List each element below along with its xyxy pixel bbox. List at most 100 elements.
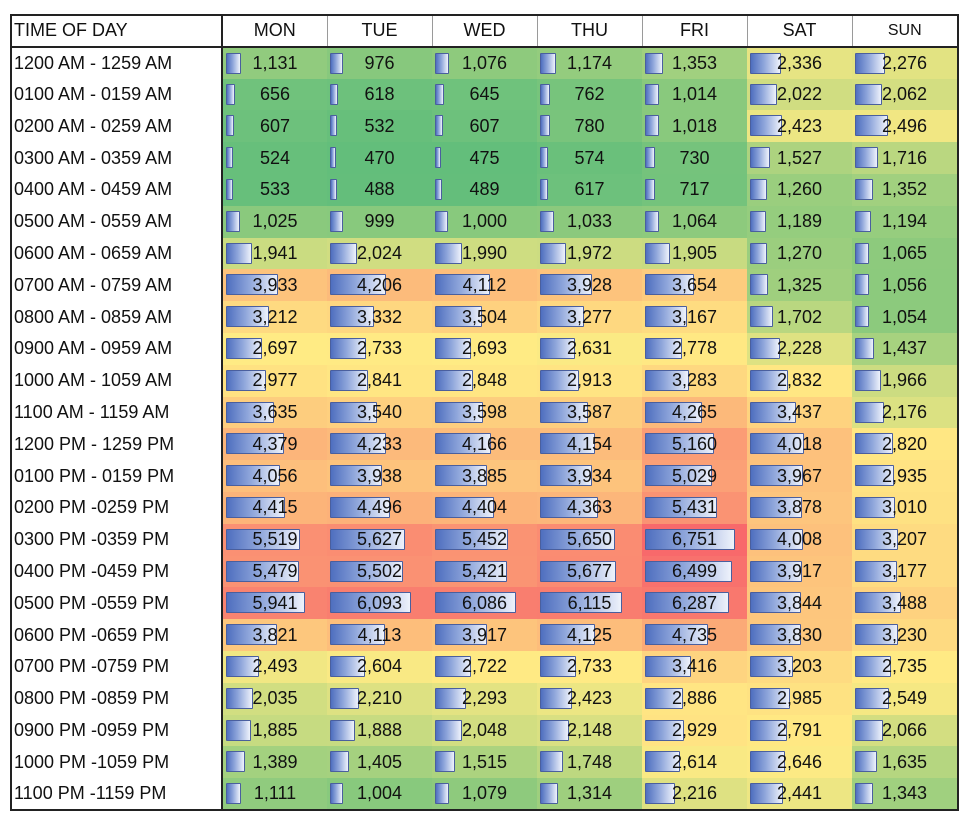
data-bar [645, 337, 682, 359]
time-slot-label: 0300 PM -0359 PM [11, 523, 223, 556]
data-bar [855, 719, 883, 741]
heatmap-cell-tue: 3,938 [327, 460, 432, 492]
data-bar [435, 465, 487, 487]
heatmap-cell-tue: 470 [327, 142, 432, 174]
data-bar [226, 655, 259, 677]
cell-value: 1,888 [356, 719, 403, 740]
heatmap-cell-thu: 2,733 [537, 650, 642, 683]
heatmap-cell-thu: 4,125 [537, 619, 642, 651]
heatmap-cell-thu: 780 [537, 110, 642, 143]
data-bar [750, 306, 773, 328]
data-bar [330, 433, 386, 455]
cell-value: 1,111 [253, 783, 297, 804]
data-bar [435, 83, 444, 105]
data-bar [330, 115, 337, 137]
cell-value: 2,210 [356, 688, 403, 709]
data-bar [645, 242, 670, 264]
data-bar [645, 433, 714, 455]
cell-value: 1,064 [671, 211, 718, 232]
heatmap-cell-mon: 656 [222, 78, 327, 111]
cell-value: 1,189 [776, 211, 823, 232]
data-bar [855, 401, 884, 423]
cell-value: 2,176 [881, 401, 928, 422]
heatmap-cell-sun: 2,735 [852, 650, 958, 683]
heatmap-cell-tue: 6,093 [327, 587, 432, 620]
day-header-fri: FRI [642, 15, 748, 48]
cell-value: 1,079 [461, 783, 508, 804]
table-row: 1100 PM -1159 PM 1,111 1,004 1,079 1,314 2,21… [11, 778, 958, 810]
cell-value: 2,604 [356, 656, 403, 677]
time-slot-label: 1000 AM - 1059 AM [11, 364, 223, 397]
heatmap-cell-sat: 4,018 [747, 428, 852, 461]
heatmap-cell-fri: 1,014 [642, 78, 747, 111]
data-bar [435, 433, 491, 455]
cell-value: 4,379 [252, 433, 298, 454]
day-header-thu: THU [537, 15, 643, 48]
heatmap-cell-sat: 1,702 [747, 301, 852, 333]
heatmap-cell-tue: 488 [327, 173, 432, 206]
heatmap-cell-wed: 2,293 [432, 682, 537, 715]
cell-value: 3,230 [881, 624, 928, 645]
heatmap-cell-sat: 3,878 [747, 491, 852, 524]
data-bar [330, 465, 382, 487]
cell-value: 2,293 [461, 688, 508, 709]
heatmap-cell-mon: 533 [222, 173, 327, 206]
data-bar [435, 751, 455, 773]
time-slot-label: 0200 AM - 0259 AM [11, 110, 223, 143]
cell-value: 2,496 [881, 115, 928, 136]
heatmap-cell-tue: 1,405 [327, 746, 432, 779]
time-slot-label: 0500 AM - 0559 AM [11, 205, 223, 238]
heatmap-cell-fri: 4,265 [642, 396, 747, 429]
heatmap-cell-fri: 4,735 [642, 619, 747, 651]
table-row: 0400 PM -0459 PM 5,479 5,502 5,421 5,677 6,49… [11, 555, 958, 588]
day-header-sat: SAT [747, 15, 853, 48]
heatmap-cell-fri: 2,929 [642, 714, 747, 747]
table-row: 0300 PM -0359 PM 5,519 5,627 5,452 5,650 6,75… [11, 523, 958, 556]
cell-value: 656 [259, 83, 291, 104]
heatmap-cell-tue: 5,502 [327, 555, 432, 588]
heatmap-cell-thu: 5,677 [537, 555, 642, 588]
heatmap-cell-mon: 5,519 [222, 523, 327, 556]
time-slot-label: 1000 PM -1059 PM [11, 746, 223, 779]
cell-value: 3,844 [776, 592, 823, 613]
cell-value: 2,441 [776, 783, 823, 804]
heatmap-cell-fri: 3,654 [642, 269, 747, 302]
heatmap-cell-sun: 1,352 [852, 173, 958, 206]
heatmap-cell-sun: 2,062 [852, 78, 958, 111]
cell-value: 2,062 [881, 83, 928, 104]
heatmap-cell-thu: 3,277 [537, 301, 642, 333]
data-bar [645, 560, 732, 582]
data-bar [645, 401, 702, 423]
data-bar [435, 115, 443, 137]
cell-value: 4,018 [776, 433, 823, 454]
time-slot-label: 0400 PM -0459 PM [11, 555, 223, 588]
cell-value: 1,702 [776, 306, 823, 327]
data-bar [330, 83, 338, 105]
cell-value: 4,496 [356, 497, 403, 518]
heatmap-cell-thu: 3,934 [537, 460, 642, 492]
table-row: 0700 AM - 0759 AM 3,933 4,206 4,112 3,928 3,6… [11, 269, 958, 302]
time-slot-label: 0200 PM -0259 PM [11, 491, 223, 524]
cell-value: 3,885 [461, 465, 508, 486]
data-bar [540, 52, 556, 74]
heatmap-cell-sat: 2,646 [747, 746, 852, 779]
cell-value: 2,733 [566, 656, 613, 677]
cell-value: 2,886 [671, 688, 718, 709]
heatmap-cell-sun: 1,054 [852, 301, 958, 333]
heatmap-cell-wed: 1,515 [432, 746, 537, 779]
heatmap-cell-fri: 3,283 [642, 364, 747, 397]
data-bar [855, 369, 881, 391]
heatmap-cell-thu: 2,913 [537, 364, 642, 397]
data-bar [330, 147, 336, 169]
heatmap-cell-wed: 645 [432, 78, 537, 111]
heatmap-cell-mon: 3,821 [222, 619, 327, 651]
data-bar [750, 528, 803, 550]
data-bar [750, 242, 767, 264]
cell-value: 6,499 [671, 560, 718, 581]
heatmap-cell-mon: 5,941 [222, 587, 327, 620]
cell-value: 645 [469, 83, 500, 104]
cell-value: 475 [469, 147, 500, 168]
heatmap-cell-mon: 4,415 [222, 491, 327, 524]
heatmap-cell-mon: 2,035 [222, 682, 327, 715]
cell-value: 4,233 [356, 433, 403, 454]
